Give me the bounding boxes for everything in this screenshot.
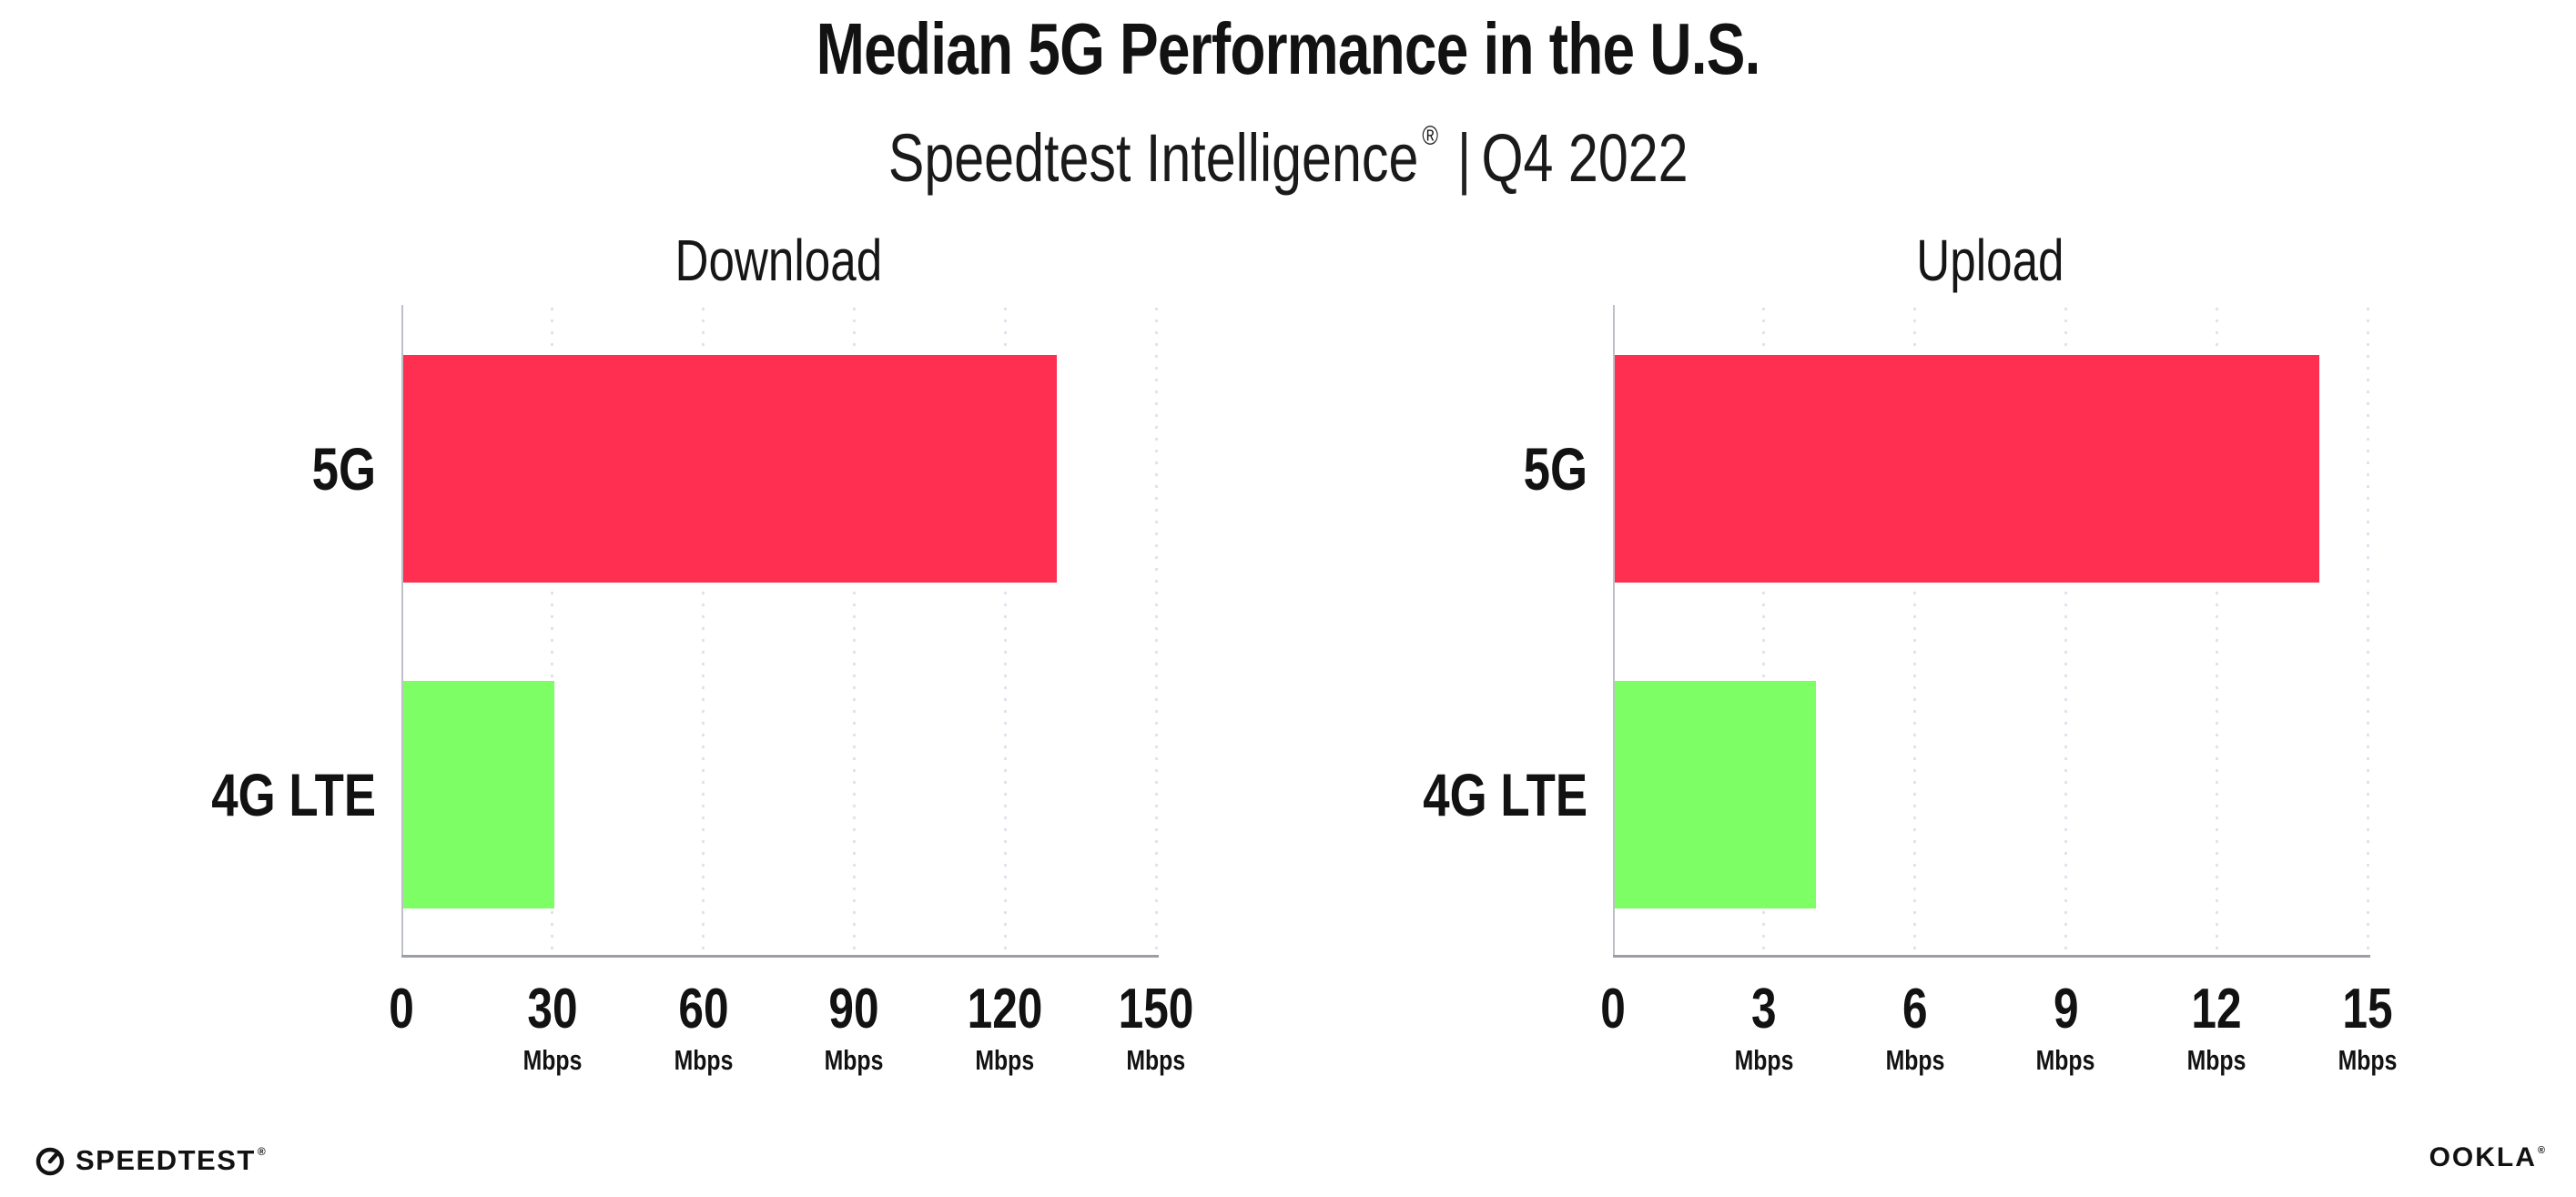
category-label-4g-lte: 4G LTE	[1423, 760, 1587, 828]
tick-value: 120	[967, 978, 1043, 1040]
tick-value: 90	[828, 978, 879, 1040]
speedtest-logo-text: SPEEDTEST ®	[76, 1144, 266, 1177]
registered-trademark-icon: ®	[257, 1145, 266, 1158]
plot-area	[401, 305, 1159, 958]
x-tick-9: 9 Mbps	[2029, 958, 2103, 1080]
tick-unit-label: Mbps	[975, 1044, 1035, 1076]
x-tick-12: 12 Mbps	[2180, 958, 2254, 1080]
x-tick-3: 3 Mbps	[1727, 958, 1800, 1080]
y-axis-line	[401, 305, 403, 958]
tick-value: 30	[527, 978, 578, 1040]
ookla-wordmark: OOKLA	[2429, 1142, 2537, 1172]
tick-unit-label: Mbps	[522, 1044, 583, 1076]
tick-value: 3	[1750, 978, 1777, 1040]
tick-unit-label: Mbps	[825, 1044, 884, 1076]
category-labels: 5G 4G LTE	[110, 305, 401, 958]
x-axis-line	[1613, 955, 2370, 958]
chart-body: 5G 4G LTE	[110, 305, 1159, 958]
x-tick-6: 6 Mbps	[1878, 958, 1952, 1080]
tick-unit-label	[386, 1041, 417, 1080]
registered-trademark-icon: ®	[1422, 121, 1438, 151]
category-label-5g: 5G	[311, 434, 376, 502]
x-tick-30: 30 Mbps	[515, 958, 589, 1080]
x-axis-ticks: 0 3 Mbps 6 Mbps 9 Mbps 12 Mbps 15 Mbps	[1600, 958, 2397, 1103]
gridline-90	[852, 305, 856, 955]
tick-value: 9	[2053, 978, 2079, 1040]
subtitle-separator: |	[1456, 120, 1472, 196]
bar-5g	[403, 354, 1058, 583]
y-axis-line	[1613, 305, 1615, 958]
gridline-3	[1762, 305, 1766, 955]
download-chart-panel: Download 5G 4G LTE 0 30 Mbps 60 Mbps 90 Mbps 120…	[110, 218, 1193, 1103]
gridline-120	[1003, 305, 1007, 955]
gridline-9	[2064, 305, 2067, 955]
page-title-text: Median 5G Performance in the U.S.	[816, 8, 1761, 89]
tick-value: 15	[2342, 978, 2393, 1040]
tick-unit-label: Mbps	[1885, 1044, 1944, 1076]
x-tick-0: 0	[1597, 958, 1628, 1080]
tick-value: 0	[389, 978, 414, 1040]
tick-unit-label: Mbps	[1734, 1044, 1794, 1076]
subtitle-period: Q4 2022	[1481, 120, 1689, 196]
subtitle-brand: Speedtest Intelligence	[887, 120, 1419, 196]
x-tick-0: 0	[386, 958, 417, 1080]
gridline-60	[702, 305, 705, 955]
tick-unit-label	[1597, 1041, 1628, 1080]
tick-value: 6	[1902, 978, 1928, 1040]
chart-panel-title-text: Upload	[1916, 228, 2064, 293]
tick-unit-label: Mbps	[2186, 1044, 2246, 1076]
page-subtitle: Speedtest Intelligence ® | Q4 2022	[0, 93, 2576, 202]
bar-4g-lte	[403, 680, 554, 908]
bar-4g-lte	[1615, 680, 1817, 908]
tick-unit-label: Mbps	[2338, 1044, 2398, 1076]
category-label-5g: 5G	[1523, 434, 1587, 502]
x-axis-ticks: 0 30 Mbps 60 Mbps 90 Mbps 120 Mbps 150 Mbps	[389, 958, 1193, 1103]
page-title: Median 5G Performance in the U.S.	[0, 5, 2576, 93]
x-tick-150: 150 Mbps	[1109, 958, 1202, 1080]
tick-value: 150	[1118, 978, 1194, 1040]
chart-body: 5G 4G LTE	[1322, 305, 2370, 958]
tick-value: 0	[1600, 978, 1626, 1040]
chart-panel-title-upload: Upload	[1613, 218, 2368, 305]
plot-area	[1613, 305, 2370, 958]
bar-5g	[1615, 354, 2319, 583]
category-label-4g-lte: 4G LTE	[211, 760, 376, 828]
tick-unit-label: Mbps	[674, 1044, 733, 1076]
gridline-15	[2366, 305, 2369, 955]
gridline-150	[1154, 305, 1158, 955]
registered-trademark-icon: ®	[2537, 1145, 2545, 1156]
x-axis-line	[401, 955, 1159, 958]
chart-panel-title-download: Download	[401, 218, 1156, 305]
tick-value: 12	[2191, 978, 2242, 1040]
tick-unit-label: Mbps	[2036, 1044, 2095, 1076]
x-tick-90: 90 Mbps	[817, 958, 891, 1080]
gridline-30	[551, 305, 554, 955]
tick-value: 60	[678, 978, 729, 1040]
tick-unit-label: Mbps	[1126, 1044, 1186, 1076]
chart-panel-title-text: Download	[674, 228, 883, 293]
gridline-12	[2215, 305, 2218, 955]
ookla-logo: OOKLA®	[2429, 1142, 2545, 1173]
x-tick-120: 120 Mbps	[958, 958, 1051, 1080]
speedtest-logo: SPEEDTEST ®	[35, 1144, 266, 1177]
speedtest-gauge-icon	[35, 1147, 65, 1176]
x-tick-60: 60 Mbps	[666, 958, 740, 1080]
x-tick-15: 15 Mbps	[2331, 958, 2405, 1080]
category-labels: 5G 4G LTE	[1322, 305, 1613, 958]
gridline-6	[1913, 305, 1917, 955]
upload-chart-panel: Upload 5G 4G LTE 0 3 Mbps 6 Mbps 9 Mbps 12 Mbps 15…	[1322, 218, 2397, 1103]
speedtest-wordmark: SPEEDTEST	[76, 1144, 256, 1176]
